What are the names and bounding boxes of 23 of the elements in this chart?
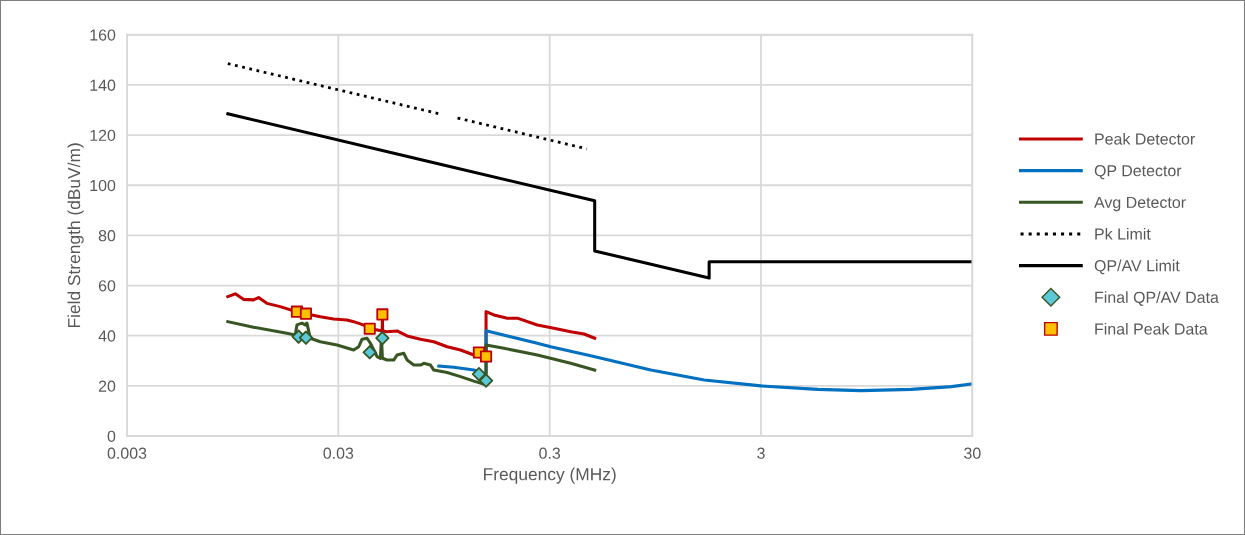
legend-label: QP/AV Limit [1094,259,1180,275]
x-tick-label: 0.003 [107,447,147,459]
legend-label: QP Detector [1094,165,1182,180]
y-tick-label: 40 [98,330,116,342]
y-axis-title: Field Strength (dBuV/m) [67,143,84,328]
legend-label: Final QP/AV Data [1095,291,1219,306]
legend-label: Pk Limit [1095,227,1151,240]
x-tick-label: 0.3 [539,447,561,459]
legend-label: Final Peak Data [1095,322,1208,335]
legend-label: Peak Detector [1095,132,1195,145]
y-tick-label: 80 [98,230,116,242]
y-tick-label: 60 [98,280,116,292]
x-axis-title: Frequency (MHz) [484,467,616,484]
y-tick-label: 120 [90,129,116,142]
legend-label: Avg Detector [1094,196,1186,212]
x-tick-label: 3 [757,447,765,459]
y-tick-label: 160 [90,29,116,41]
y-tick-label: 140 [90,79,116,91]
x-tick-label: 30 [964,447,981,459]
y-tick-label: 20 [98,380,116,392]
x-tick-label: 0.03 [323,447,354,459]
y-tick-label: 100 [90,179,116,192]
y-tick-label: 0 [107,430,116,442]
